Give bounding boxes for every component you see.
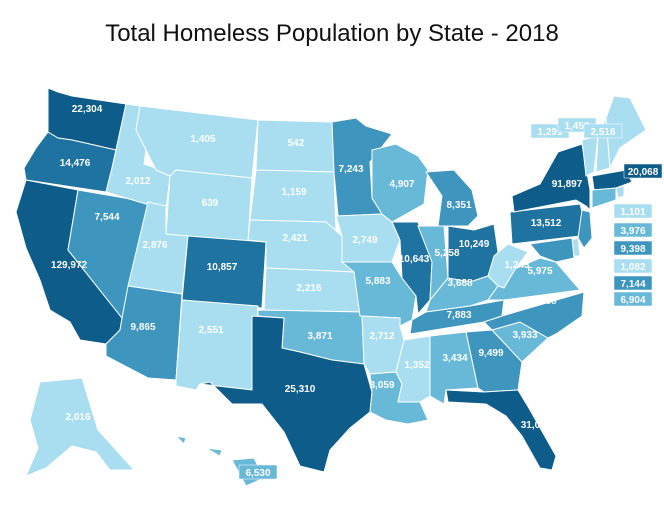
svg-text:3,976: 3,976 [620, 226, 645, 237]
state-label-wy: 639 [202, 198, 219, 209]
state-label-sc: 3,933 [512, 330, 537, 341]
svg-text:1,101: 1,101 [620, 207, 645, 218]
state-label-or: 14,476 [60, 158, 91, 169]
state-label-nd: 542 [288, 138, 305, 149]
state-wv [487, 243, 529, 289]
state-me [605, 95, 647, 170]
state-label-ok: 3,871 [307, 331, 332, 342]
svg-text:6,530: 6,530 [245, 468, 270, 479]
state-label-oh: 10,249 [459, 239, 490, 250]
state-label-mn: 7,243 [338, 164, 363, 175]
state-label-ks: 2,216 [296, 283, 321, 294]
state-tag-de: 1,082 [613, 258, 653, 274]
state-label-ut: 2,876 [142, 240, 167, 251]
map-title: Total Homeless Population by State - 201… [105, 20, 559, 47]
state-tag-ri: 1,101 [613, 203, 653, 219]
state-ct [591, 187, 617, 209]
state-nc [483, 291, 585, 339]
state-ny [511, 143, 591, 213]
state-nm [175, 299, 259, 391]
state-label-ia: 2,749 [352, 235, 377, 246]
state-label-mt: 1,405 [190, 134, 215, 145]
state-wi [371, 143, 429, 223]
state-label-nm: 2,551 [198, 325, 223, 336]
svg-text:7,144: 7,144 [620, 279, 645, 290]
state-label-tx: 25,310 [285, 384, 316, 395]
state-label-ms: 1,352 [404, 360, 429, 371]
state-label-la: 3,059 [369, 380, 394, 391]
svg-text:1,291: 1,291 [537, 127, 562, 138]
state-label-wv: 1,243 [504, 260, 529, 271]
state-label-wi: 4,907 [389, 179, 414, 190]
state-mo [340, 261, 417, 327]
state-tag-me: 2,516 [583, 123, 623, 139]
state-label-ga: 9,499 [478, 348, 503, 359]
state-label-az: 9,865 [130, 322, 155, 333]
state-tag-hi: 6,530 [238, 464, 278, 480]
state-co [181, 235, 267, 309]
state-label-ca: 129,972 [51, 260, 88, 271]
state-ak [25, 377, 136, 477]
svg-text:2,516: 2,516 [590, 127, 615, 138]
state-label-ne: 2,421 [282, 233, 307, 244]
svg-text:6,904: 6,904 [620, 295, 645, 306]
svg-text:9,398: 9,398 [620, 244, 645, 255]
state-label-pa: 13,512 [531, 218, 562, 229]
state-label-nv: 7,544 [94, 212, 119, 223]
state-md [529, 237, 575, 263]
state-mn [331, 117, 393, 217]
svg-text:20,068: 20,068 [628, 167, 659, 178]
state-label-sd: 1,159 [281, 187, 306, 198]
state-label-fl: 31,030 [521, 420, 552, 431]
state-label-ak: 2,016 [65, 412, 90, 423]
state-label-wa: 22,304 [72, 104, 103, 115]
state-tag-dc: 6,904 [613, 291, 653, 307]
state-tn [409, 299, 505, 335]
state-label-nc: 9,268 [531, 296, 556, 307]
state-ma [591, 169, 633, 191]
state-label-id: 2,012 [125, 176, 150, 187]
state-tx [199, 315, 373, 473]
state-label-il: 10,643 [399, 254, 430, 265]
state-label-ar: 2,712 [369, 331, 394, 342]
svg-text:1,082: 1,082 [620, 262, 645, 273]
state-label-ny: 91,897 [552, 179, 583, 190]
state-label-tn: 7,883 [446, 310, 471, 321]
state-label-co: 10,857 [207, 262, 238, 273]
state-tag-ct: 3,976 [613, 222, 653, 238]
state-label-in: 5,258 [434, 248, 459, 259]
state-nj [577, 209, 593, 249]
state-va [487, 257, 581, 301]
state-label-mo: 5,883 [365, 276, 390, 287]
svg-text:1,450: 1,450 [564, 121, 589, 132]
state-tag-ma: 20,068 [623, 163, 663, 179]
state-label-al: 3,434 [442, 353, 467, 364]
state-mi [425, 169, 479, 227]
state-label-va: 5,975 [527, 266, 552, 277]
state-label-ky: 3,688 [447, 278, 472, 289]
state-fl [445, 389, 557, 471]
state-label-mi: 8,351 [446, 200, 471, 211]
state-tag-nj: 9,398 [613, 240, 653, 256]
state-tag-md: 7,144 [613, 275, 653, 291]
state-ri [615, 185, 625, 199]
